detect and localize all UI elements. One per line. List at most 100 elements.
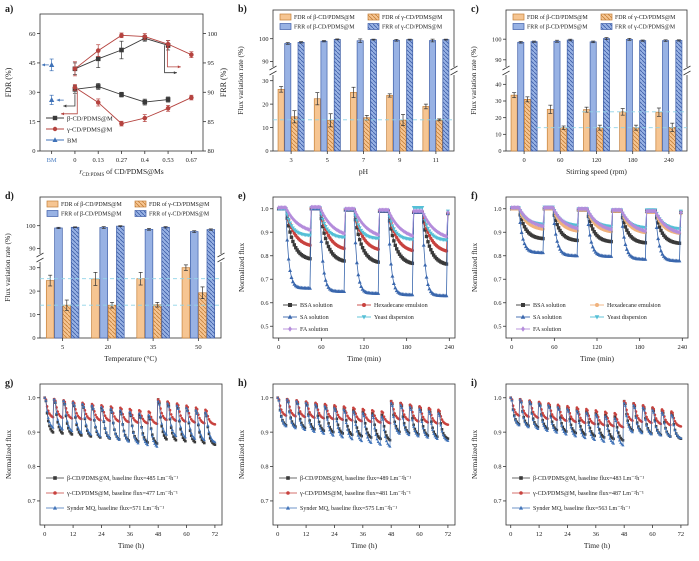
plot-frame <box>505 383 689 526</box>
svg-text:Yeast dispersion: Yeast dispersion <box>607 315 647 321</box>
svg-text:12: 12 <box>303 531 310 538</box>
svg-text:0.27: 0.27 <box>116 157 128 164</box>
svg-text:60: 60 <box>183 531 190 538</box>
series-fa-solution <box>509 205 683 235</box>
panel-a-chart: 0 15 30 45 60 80 85 90 95 100 BM 0 0.13 0.27 0.4 0.53 0.… <box>4 4 228 178</box>
x-axis-label: rCD:PDMS of CD/PDMS@Ms <box>79 167 163 178</box>
svg-text:BSA solution: BSA solution <box>533 303 566 309</box>
svg-text:0.7: 0.7 <box>28 498 36 505</box>
svg-text:Time (min): Time (min) <box>580 354 615 363</box>
svg-text:FDR of γ-CD/PDMS@M: FDR of γ-CD/PDMS@M <box>382 14 443 21</box>
svg-text:Time (h): Time (h) <box>584 541 611 550</box>
svg-text:11: 11 <box>433 157 439 164</box>
series-synder-mq <box>43 396 217 448</box>
series--cd-pdms-m <box>509 396 683 429</box>
svg-text:72: 72 <box>212 531 219 538</box>
svg-text:100: 100 <box>259 36 268 43</box>
svg-text:FRR of γ-CD/PDMS@M: FRR of γ-CD/PDMS@M <box>615 24 676 31</box>
svg-text:60: 60 <box>557 157 564 164</box>
svg-text:FRR of γ-CD/PDMS@M: FRR of γ-CD/PDMS@M <box>149 211 210 218</box>
legend: β-CD/PDMS@M, baseline flux=485 Lm⁻²h⁻¹ γ-… <box>46 475 178 512</box>
svg-text:36: 36 <box>360 531 367 538</box>
series-synder-mq <box>509 396 683 447</box>
svg-text:90: 90 <box>29 246 35 253</box>
plot-frame <box>39 383 223 526</box>
series-fa-solution <box>276 204 450 239</box>
svg-text:45: 45 <box>29 60 36 67</box>
svg-text:0.53: 0.53 <box>162 157 173 164</box>
svg-text:0: 0 <box>510 344 513 351</box>
svg-text:20: 20 <box>105 344 112 351</box>
svg-text:Synder MQ, baseline flux=563 L: Synder MQ, baseline flux=563 Lm⁻²h⁻¹ <box>533 505 630 512</box>
svg-text:0.7: 0.7 <box>261 276 269 283</box>
svg-text:9: 9 <box>398 157 401 164</box>
panel-f-chart: 0 60 120 180 240 0.5 0.6 0.7 0.8 0.9 1.0 Time (min)… <box>470 191 689 363</box>
svg-text:0: 0 <box>32 148 35 155</box>
svg-text:85: 85 <box>208 119 215 126</box>
panel-d-chart: 0 10 20 30 90 100 5 20 35 50 Temperature (°C) Flux … <box>3 191 225 363</box>
svg-text:Yeast dispersion: Yeast dispersion <box>374 315 414 321</box>
svg-text:γ-CD/PDMS@M, baseline flux=487: γ-CD/PDMS@M, baseline flux=487 Lm⁻²h⁻¹ <box>532 490 644 497</box>
svg-text:1.0: 1.0 <box>261 395 269 402</box>
series--cd-pdms-m <box>43 396 217 446</box>
svg-text:0.8: 0.8 <box>261 464 269 471</box>
svg-text:10: 10 <box>29 312 35 319</box>
svg-text:β-CD/PDMS@M: β-CD/PDMS@M <box>67 115 113 122</box>
svg-text:30: 30 <box>495 98 501 105</box>
svg-text:60: 60 <box>318 344 325 351</box>
svg-text:1.0: 1.0 <box>494 395 502 402</box>
panel-g-chart: 0 12 24 36 48 60 72 0.7 0.8 0.9 1.0 Time (h) Normali… <box>4 378 223 550</box>
svg-text:0.8: 0.8 <box>494 464 502 471</box>
legend: BSA solution Hexadecane emulsion SA soluti… <box>516 303 661 333</box>
svg-text:0.67: 0.67 <box>186 157 198 164</box>
svg-text:5: 5 <box>326 157 329 164</box>
svg-text:FDR of β-CD/PDMS@M: FDR of β-CD/PDMS@M <box>527 14 589 21</box>
svg-text:240: 240 <box>677 344 687 351</box>
svg-text:0.7: 0.7 <box>494 276 502 283</box>
series-fdr-of-cd-pdms-m <box>72 84 194 127</box>
svg-text:β-CD/PDMS@M, baseline flux=489: β-CD/PDMS@M, baseline flux=489 Lm⁻²h⁻¹ <box>300 475 411 482</box>
svg-text:0: 0 <box>265 148 268 155</box>
svg-text:95: 95 <box>208 60 215 67</box>
svg-text:1.0: 1.0 <box>261 206 269 213</box>
svg-text:0: 0 <box>276 531 279 538</box>
svg-text:γ-CD/PDMS@M, baseline flux=481: γ-CD/PDMS@M, baseline flux=481 Lm⁻²h⁻¹ <box>299 490 411 497</box>
axis-arrows <box>41 41 181 116</box>
svg-text:72: 72 <box>678 531 685 538</box>
series-fdr-of-bm <box>48 58 55 72</box>
svg-text:12: 12 <box>70 531 77 538</box>
svg-text:180: 180 <box>635 344 645 351</box>
svg-text:100: 100 <box>492 36 501 43</box>
svg-text:FRR (%): FRR (%) <box>219 68 228 97</box>
svg-text:FA solution: FA solution <box>300 327 328 333</box>
bars <box>277 38 450 152</box>
series-frr-of-bm <box>48 94 55 105</box>
svg-text:0: 0 <box>32 335 35 342</box>
svg-text:90: 90 <box>208 89 215 96</box>
svg-text:1.0: 1.0 <box>494 206 502 213</box>
panel-label: h) <box>238 378 247 389</box>
svg-text:30: 30 <box>262 78 268 85</box>
svg-text:48: 48 <box>388 531 395 538</box>
legend: BSA solution Hexadecane emulsion SA soluti… <box>283 303 428 333</box>
svg-text:0: 0 <box>73 157 76 164</box>
bar-plot: 0 10 20 30 90 100 3 5 7 9 11 pH Flux variation rate … <box>236 9 458 176</box>
svg-text:Normalized flux: Normalized flux <box>237 430 246 480</box>
svg-text:0.8: 0.8 <box>494 253 502 260</box>
legend: FDR of β-CD/PDMS@M FRR of β-CD/PDMS@M FDR … <box>279 13 443 31</box>
svg-text:Time (h): Time (h) <box>351 541 378 550</box>
sawtooth-plot: 0 12 24 36 48 60 72 0.7 0.8 0.9 1.0 Time (h) Normali… <box>4 383 223 550</box>
cycle-plot: 0 60 120 180 240 0.5 0.6 0.7 0.8 0.9 1.0 Time (min)… <box>470 196 689 363</box>
svg-text:36: 36 <box>593 531 600 538</box>
svg-text:BSA solution: BSA solution <box>300 303 333 309</box>
panel-label: f) <box>471 191 478 202</box>
svg-text:SA solution: SA solution <box>300 315 329 321</box>
svg-text:0.4: 0.4 <box>141 157 150 164</box>
legend: β-CD/PDMS@M, baseline flux=489 Lm⁻²h⁻¹ γ-… <box>279 475 411 512</box>
panel-label: b) <box>238 4 247 15</box>
svg-text:100: 100 <box>208 31 218 38</box>
svg-text:Flux variation rate (%): Flux variation rate (%) <box>469 46 478 115</box>
panel-label: c) <box>471 4 479 15</box>
svg-text:β-CD/PDMS@M, baseline flux=485: β-CD/PDMS@M, baseline flux=485 Lm⁻²h⁻¹ <box>67 475 178 482</box>
